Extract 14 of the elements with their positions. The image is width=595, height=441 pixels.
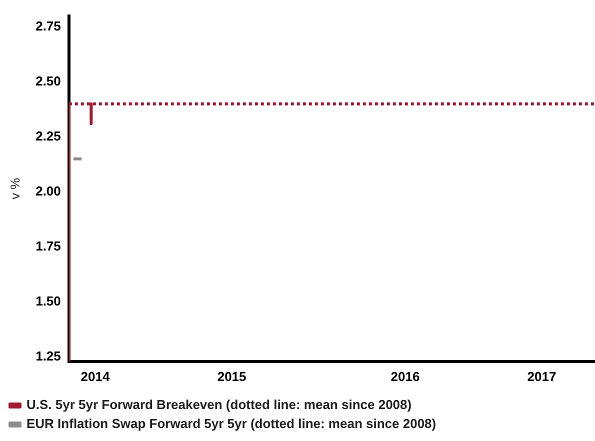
legend-label: U.S. 5yr 5yr Forward Breakeven (dotted line: mean since 2008) bbox=[26, 397, 412, 412]
y-tick-label: 1.25 bbox=[36, 348, 61, 364]
y-tick-label: 2.25 bbox=[36, 128, 61, 144]
y-tick-label: 1.50 bbox=[36, 294, 61, 309]
y-tick-label: 2.75 bbox=[36, 18, 61, 34]
y-axis-title: v % bbox=[7, 177, 22, 200]
y-tick-label: 2.50 bbox=[36, 73, 61, 88]
y-tick-label: 1.75 bbox=[36, 238, 61, 254]
y-tick-label: 2.00 bbox=[36, 183, 61, 198]
x-tick-label: 2014 bbox=[80, 368, 110, 384]
legend-label: EUR Inflation Swap Forward 5yr 5yr (dotted line: mean since 2008) bbox=[26, 416, 436, 432]
x-tick-label: 2016 bbox=[390, 368, 420, 384]
x-tick-label: 2017 bbox=[527, 368, 556, 384]
x-tick-label: 2015 bbox=[217, 368, 246, 384]
